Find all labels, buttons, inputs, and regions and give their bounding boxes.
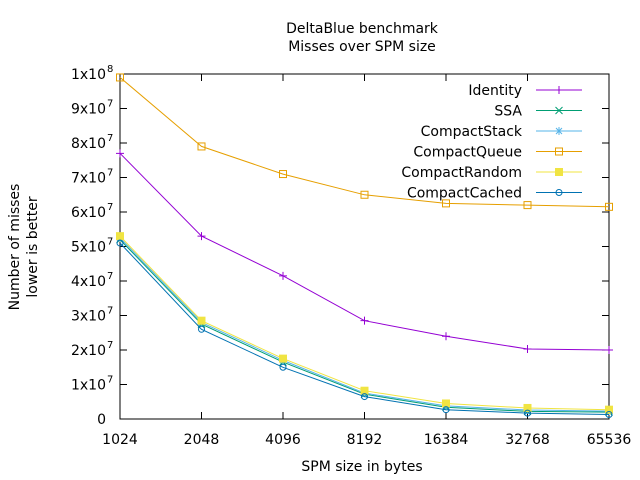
series-identity xyxy=(116,149,613,354)
data-point xyxy=(605,346,613,354)
y-tick-label: 0 xyxy=(97,412,106,428)
legend-label: Identity xyxy=(468,83,522,99)
data-point xyxy=(197,142,206,151)
data-point xyxy=(555,106,563,115)
data-point xyxy=(360,316,369,325)
y-tick-label: 5x10 xyxy=(71,240,106,256)
data-point xyxy=(555,189,563,196)
y-tick-label: 6x10 xyxy=(71,205,106,221)
legend-label: SSA xyxy=(494,104,522,120)
data-point xyxy=(116,149,124,158)
series-compactrandom xyxy=(116,232,613,414)
y-tick-label: 9x10 xyxy=(71,102,106,118)
y-tick-exponent: 8 xyxy=(107,64,113,75)
x-tick-label: 65536 xyxy=(587,432,632,448)
x-tick-label: 16384 xyxy=(424,432,469,448)
chart-title: DeltaBlue benchmark xyxy=(286,21,439,37)
legend-item: CompactQueue xyxy=(413,145,582,161)
y-tick-exponent: 7 xyxy=(107,99,113,110)
legend-label: CompactRandom xyxy=(401,165,522,181)
legend-label: CompactCached xyxy=(407,186,522,202)
series-compactcached xyxy=(116,239,613,419)
series-lines xyxy=(116,73,613,419)
y-tick-exponent: 7 xyxy=(107,168,113,179)
legend-item: CompactStack xyxy=(421,124,582,140)
data-point xyxy=(555,127,563,135)
data-point xyxy=(361,393,368,401)
y-tick-label: 7x10 xyxy=(71,171,106,187)
x-tick-label: 4096 xyxy=(265,432,301,448)
x-tick-label: 2048 xyxy=(184,432,220,448)
legend-item: Identity xyxy=(468,83,582,99)
y-tick-exponent: 7 xyxy=(107,271,113,282)
y-tick-label: 8x10 xyxy=(71,136,106,152)
x-tick-label: 32768 xyxy=(505,432,550,448)
series-line xyxy=(119,239,610,413)
data-point xyxy=(523,344,532,353)
x-axis-label: SPM size in bytes xyxy=(301,459,422,475)
data-point xyxy=(524,409,531,417)
data-point xyxy=(523,403,532,412)
legend-label: CompactQueue xyxy=(413,145,522,161)
x-tick-label: 1024 xyxy=(102,432,138,448)
y-tick-exponent: 7 xyxy=(107,202,113,213)
legend: Identity SSA CompactStack CompactQueue Compa… xyxy=(401,83,582,202)
data-point xyxy=(605,405,613,414)
legend-label: CompactStack xyxy=(421,124,523,140)
legend-item: SSA xyxy=(494,104,582,120)
series-line xyxy=(119,77,610,208)
y-tick-exponent: 7 xyxy=(107,340,113,351)
data-point xyxy=(605,411,613,419)
data-point xyxy=(442,406,450,414)
y-tick-exponent: 7 xyxy=(107,237,113,248)
data-point xyxy=(442,199,450,208)
data-point xyxy=(197,232,206,241)
x-tick-label: 8192 xyxy=(347,432,383,448)
data-point xyxy=(279,363,287,371)
data-point xyxy=(442,332,450,341)
data-point xyxy=(555,86,563,94)
series-compactqueue xyxy=(116,73,613,211)
y-tick-label: 2x10 xyxy=(71,343,106,359)
y-axis-label-line1: Number of misses xyxy=(7,184,23,311)
data-point xyxy=(198,325,205,333)
y-tick-label: 3x10 xyxy=(71,309,106,325)
data-point xyxy=(116,232,124,241)
plot-frame xyxy=(119,73,610,420)
data-point xyxy=(360,386,369,395)
data-point xyxy=(116,239,124,247)
data-point xyxy=(116,73,124,82)
series-line xyxy=(119,242,610,415)
y-tick-label: 1x10 xyxy=(71,67,106,83)
data-point xyxy=(442,399,450,408)
x-axis: 1024 2048 4096 8192 16384 32768 65536 xyxy=(102,74,631,448)
y-tick-exponent: 7 xyxy=(107,133,113,144)
data-point xyxy=(197,316,206,325)
data-point xyxy=(605,202,613,211)
data-point xyxy=(555,147,563,156)
y-tick-label: 4x10 xyxy=(71,274,106,290)
data-point xyxy=(360,190,369,199)
data-point xyxy=(523,201,532,210)
data-point xyxy=(279,271,287,280)
chart-subtitle: Misses over SPM size xyxy=(288,39,436,55)
data-point xyxy=(555,168,563,176)
y-tick-exponent: 7 xyxy=(107,375,113,386)
legend-item: CompactCached xyxy=(407,186,582,202)
legend-item: CompactRandom xyxy=(401,165,582,181)
y-tick-exponent: 7 xyxy=(107,306,113,317)
y-axis-label-line2: lower is better xyxy=(25,196,41,297)
data-point xyxy=(279,170,287,179)
y-tick-label: 1x10 xyxy=(71,378,106,394)
data-point xyxy=(279,354,287,363)
